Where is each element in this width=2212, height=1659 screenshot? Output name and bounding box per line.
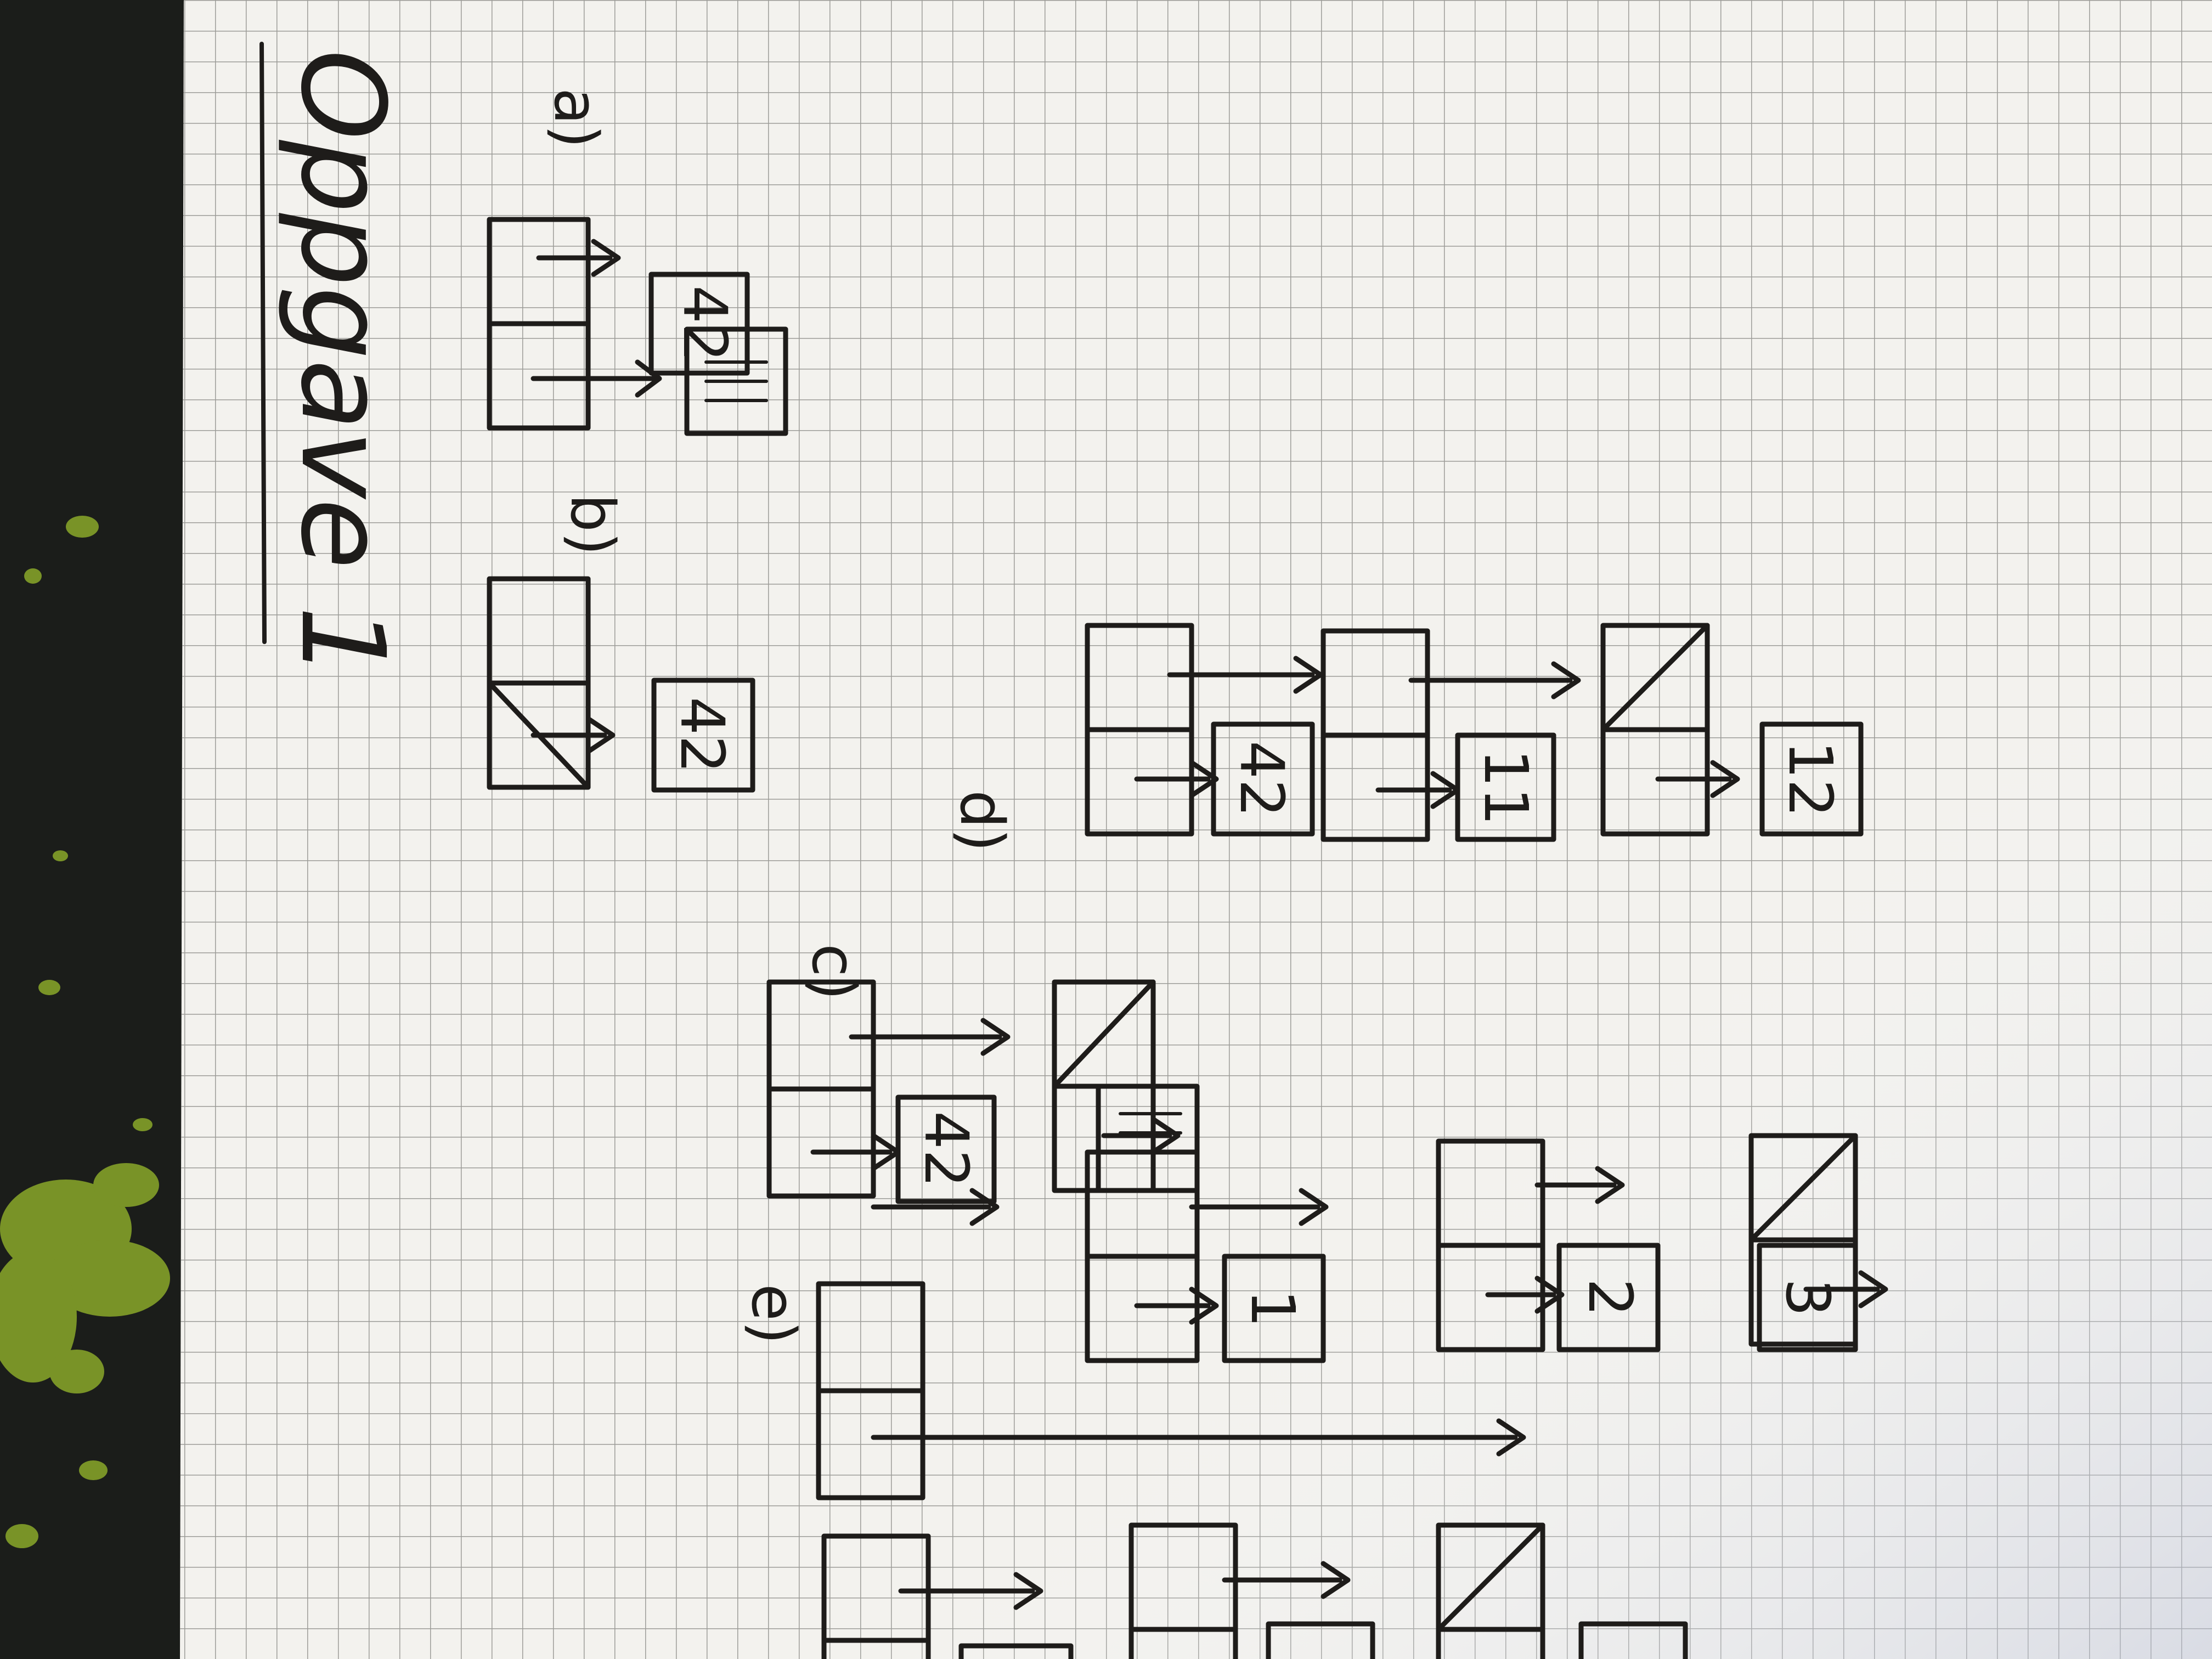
- value-text: 1: [1238, 1289, 1308, 1328]
- value-text: 3: [1773, 1278, 1843, 1317]
- part-label-b: b): [557, 494, 628, 556]
- paper-shadow: [180, 0, 2212, 1659]
- title-underline: [262, 44, 264, 642]
- title-group: Oppgave 1: [262, 44, 410, 679]
- value-text: 42: [1227, 741, 1297, 817]
- value-text: 42: [911, 1111, 981, 1188]
- value-text: 12: [1775, 741, 1846, 817]
- part-label-a: a): [541, 88, 611, 148]
- part-label-c: c): [799, 944, 869, 1000]
- value-box: 42: [898, 1097, 994, 1201]
- value-text: 42: [667, 697, 737, 774]
- value-text: 11: [1471, 749, 1541, 826]
- value-box: 11: [1458, 735, 1554, 839]
- part-label-d: d): [947, 790, 1017, 852]
- page-title: Oppgave 1: [275, 49, 410, 679]
- value-text: 42: [670, 285, 740, 362]
- value-text: 2: [1575, 1278, 1645, 1317]
- part-label-e: e): [738, 1284, 809, 1345]
